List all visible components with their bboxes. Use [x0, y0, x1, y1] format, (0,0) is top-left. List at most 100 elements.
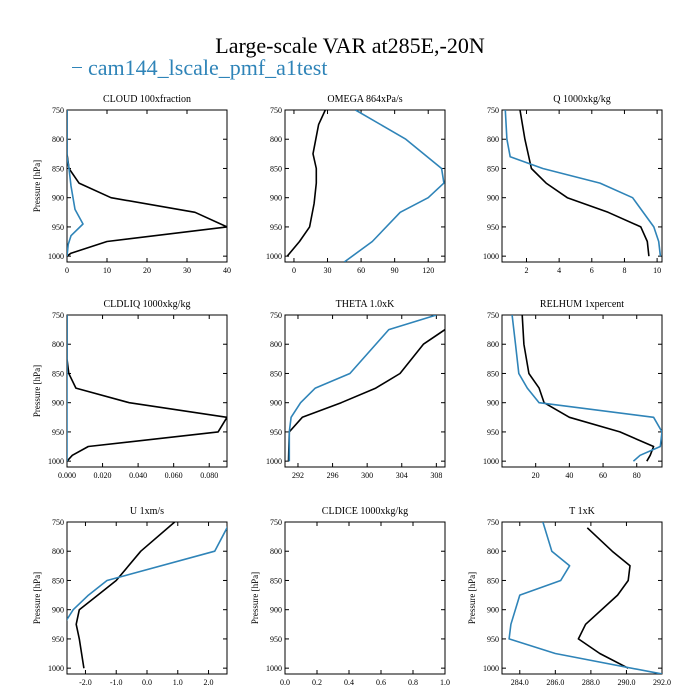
y-tick-label: 800: [52, 547, 64, 556]
y-axis-label: Pressure [hPa]: [250, 572, 260, 624]
x-tick-label: 10: [653, 266, 661, 275]
x-tick-label: 90: [391, 266, 399, 275]
series-line-black: [577, 527, 631, 669]
series-line-black: [286, 110, 327, 257]
x-tick-label: 60: [357, 266, 365, 275]
x-tick-label: 0.4: [344, 678, 354, 687]
x-tick-label: 30: [183, 266, 191, 275]
x-tick-label: 0: [65, 266, 69, 275]
series-line-blue: [67, 110, 84, 257]
y-tick-label: 1000: [483, 457, 499, 466]
x-tick-label: 0.8: [408, 678, 418, 687]
y-tick-label: 950: [270, 428, 282, 437]
y-axis-label: Pressure [hPa]: [467, 572, 477, 624]
x-tick-label: -2.0: [79, 678, 92, 687]
y-tick-label: 850: [487, 576, 499, 585]
y-tick-label: 950: [487, 223, 499, 232]
y-tick-label: 850: [52, 164, 64, 173]
y-tick-label: 850: [487, 164, 499, 173]
panel-frame: [501, 521, 663, 675]
y-tick-label: 850: [270, 369, 282, 378]
y-tick-label: 800: [270, 135, 282, 144]
y-tick-label: 1000: [266, 252, 282, 261]
x-tick-label: 10: [103, 266, 111, 275]
x-tick-label: 1.0: [173, 678, 183, 687]
x-tick-label: 0.000: [58, 471, 76, 480]
y-tick-label: 900: [270, 194, 282, 203]
series-line-black: [521, 315, 655, 462]
x-tick-label: 60: [599, 471, 607, 480]
y-tick-label: 750: [52, 311, 64, 320]
x-tick-label: 308: [430, 471, 442, 480]
x-tick-label: 300: [361, 471, 373, 480]
panel-frame: [284, 314, 446, 468]
x-tick-label: 0.040: [129, 471, 147, 480]
panel-3: Q 1000xkg/kg 750 800 850 900 950 1000 2 4 6 8 10: [483, 94, 663, 275]
y-tick-label: 850: [487, 369, 499, 378]
y-tick-label: 950: [270, 635, 282, 644]
x-tick-label: 290.0: [617, 678, 635, 687]
y-tick-label: 950: [487, 635, 499, 644]
panel-title: CLDLIQ 1000xkg/kg: [104, 299, 191, 310]
y-tick-label: 900: [52, 606, 64, 615]
y-axis-label: Pressure [hPa]: [32, 365, 42, 417]
x-tick-label: 20: [532, 471, 540, 480]
x-tick-label: 8: [622, 266, 626, 275]
y-tick-label: 950: [52, 428, 64, 437]
y-tick-label: 850: [52, 369, 64, 378]
series-line-black: [519, 110, 650, 257]
y-tick-label: 1000: [266, 457, 282, 466]
panel-title: THETA 1.0xK: [336, 299, 395, 310]
x-tick-label: 0.020: [94, 471, 112, 480]
panel-8: CLDICE 1000xkg/kg 750 800 850 900 950 1000 0.0 0…: [250, 506, 450, 687]
figure-title: Large-scale VAR at285E,-20N: [215, 33, 485, 58]
x-tick-label: 0.060: [165, 471, 183, 480]
panel-9: T 1xK 750 800 850 900 950 1000 284.0 286.0 288.0 2…: [467, 506, 671, 687]
x-tick-label: 284.0: [511, 678, 529, 687]
series-line-black: [75, 522, 176, 669]
series-line-black: [287, 328, 445, 462]
panel-4: CLDLIQ 1000xkg/kg 750 800 850 900 950 1000 0.00…: [32, 299, 228, 480]
y-tick-label: 750: [487, 518, 499, 527]
x-tick-label: 286.0: [546, 678, 564, 687]
panel-frame: [66, 109, 228, 263]
panel-title: T 1xK: [569, 506, 595, 517]
y-tick-label: 750: [270, 518, 282, 527]
x-tick-label: 30: [324, 266, 332, 275]
x-tick-label: 296: [327, 471, 339, 480]
panel-frame: [501, 314, 663, 468]
panel-title: CLDICE 1000xkg/kg: [322, 506, 408, 517]
y-tick-label: 800: [52, 340, 64, 349]
series-line-black: [67, 315, 227, 462]
legend-label: cam144_lscale_pmf_a1test: [88, 55, 328, 80]
x-tick-label: 40: [565, 471, 573, 480]
y-tick-label: 1000: [483, 252, 499, 261]
y-tick-label: 900: [487, 399, 499, 408]
y-tick-label: 950: [52, 635, 64, 644]
x-tick-label: 6: [590, 266, 594, 275]
y-tick-label: 900: [52, 194, 64, 203]
y-tick-label: 900: [270, 399, 282, 408]
y-tick-label: 750: [52, 518, 64, 527]
panel-frame: [284, 109, 446, 263]
panel-frame: [66, 314, 228, 468]
legend: cam144_lscale_pmf_a1test: [72, 56, 327, 80]
x-tick-label: 4: [557, 266, 561, 275]
y-tick-label: 1000: [48, 252, 64, 261]
y-tick-label: 900: [270, 606, 282, 615]
x-tick-label: 292: [292, 471, 304, 480]
x-tick-label: 0.2: [312, 678, 322, 687]
y-tick-label: 750: [270, 311, 282, 320]
y-tick-label: 850: [270, 164, 282, 173]
panel-6: RELHUM 1xpercent 750 800 850 900 950 1000 20 40 6…: [483, 299, 663, 480]
y-tick-label: 900: [52, 399, 64, 408]
panel-frame: [66, 521, 228, 675]
y-tick-label: 900: [487, 606, 499, 615]
y-tick-label: 1000: [48, 457, 64, 466]
x-tick-label: 288.0: [582, 678, 600, 687]
x-tick-label: 80: [633, 471, 641, 480]
series-line-blue: [343, 110, 445, 262]
y-tick-label: 1000: [48, 664, 64, 673]
y-tick-label: 1000: [266, 664, 282, 673]
